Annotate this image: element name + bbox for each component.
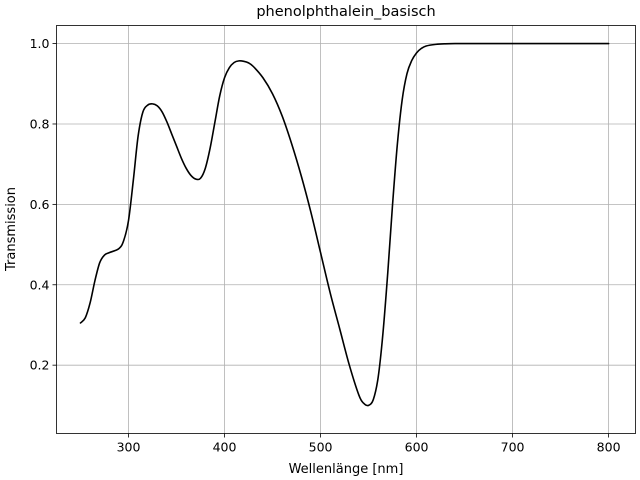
chart-title: phenolphthalein_basisch <box>256 4 435 20</box>
y-tick-label: 0.4 <box>30 277 50 292</box>
y-tick-label: 0.8 <box>30 116 50 131</box>
y-tick-label: 0.2 <box>30 358 50 373</box>
x-tick-label: 700 <box>501 440 525 455</box>
grid-layer <box>56 25 636 434</box>
y-tick-label: 0.6 <box>30 197 50 212</box>
x-tick-label: 500 <box>309 440 333 455</box>
x-tick-label: 800 <box>597 440 621 455</box>
y-axis-label: Transmission <box>4 187 19 272</box>
tick-layer: 300 400 500 600 700 800 0.2 0.4 0.6 0.8 1.0 <box>30 36 621 454</box>
plot-frame <box>56 25 636 434</box>
x-tick-label: 300 <box>117 440 141 455</box>
series-line <box>79 42 610 407</box>
x-axis-label: Wellenlänge [nm] <box>289 462 404 477</box>
x-tick-label: 400 <box>213 440 237 455</box>
series-layer <box>79 42 610 407</box>
y-tick-label: 1.0 <box>30 36 50 51</box>
x-tick-label: 600 <box>405 440 429 455</box>
